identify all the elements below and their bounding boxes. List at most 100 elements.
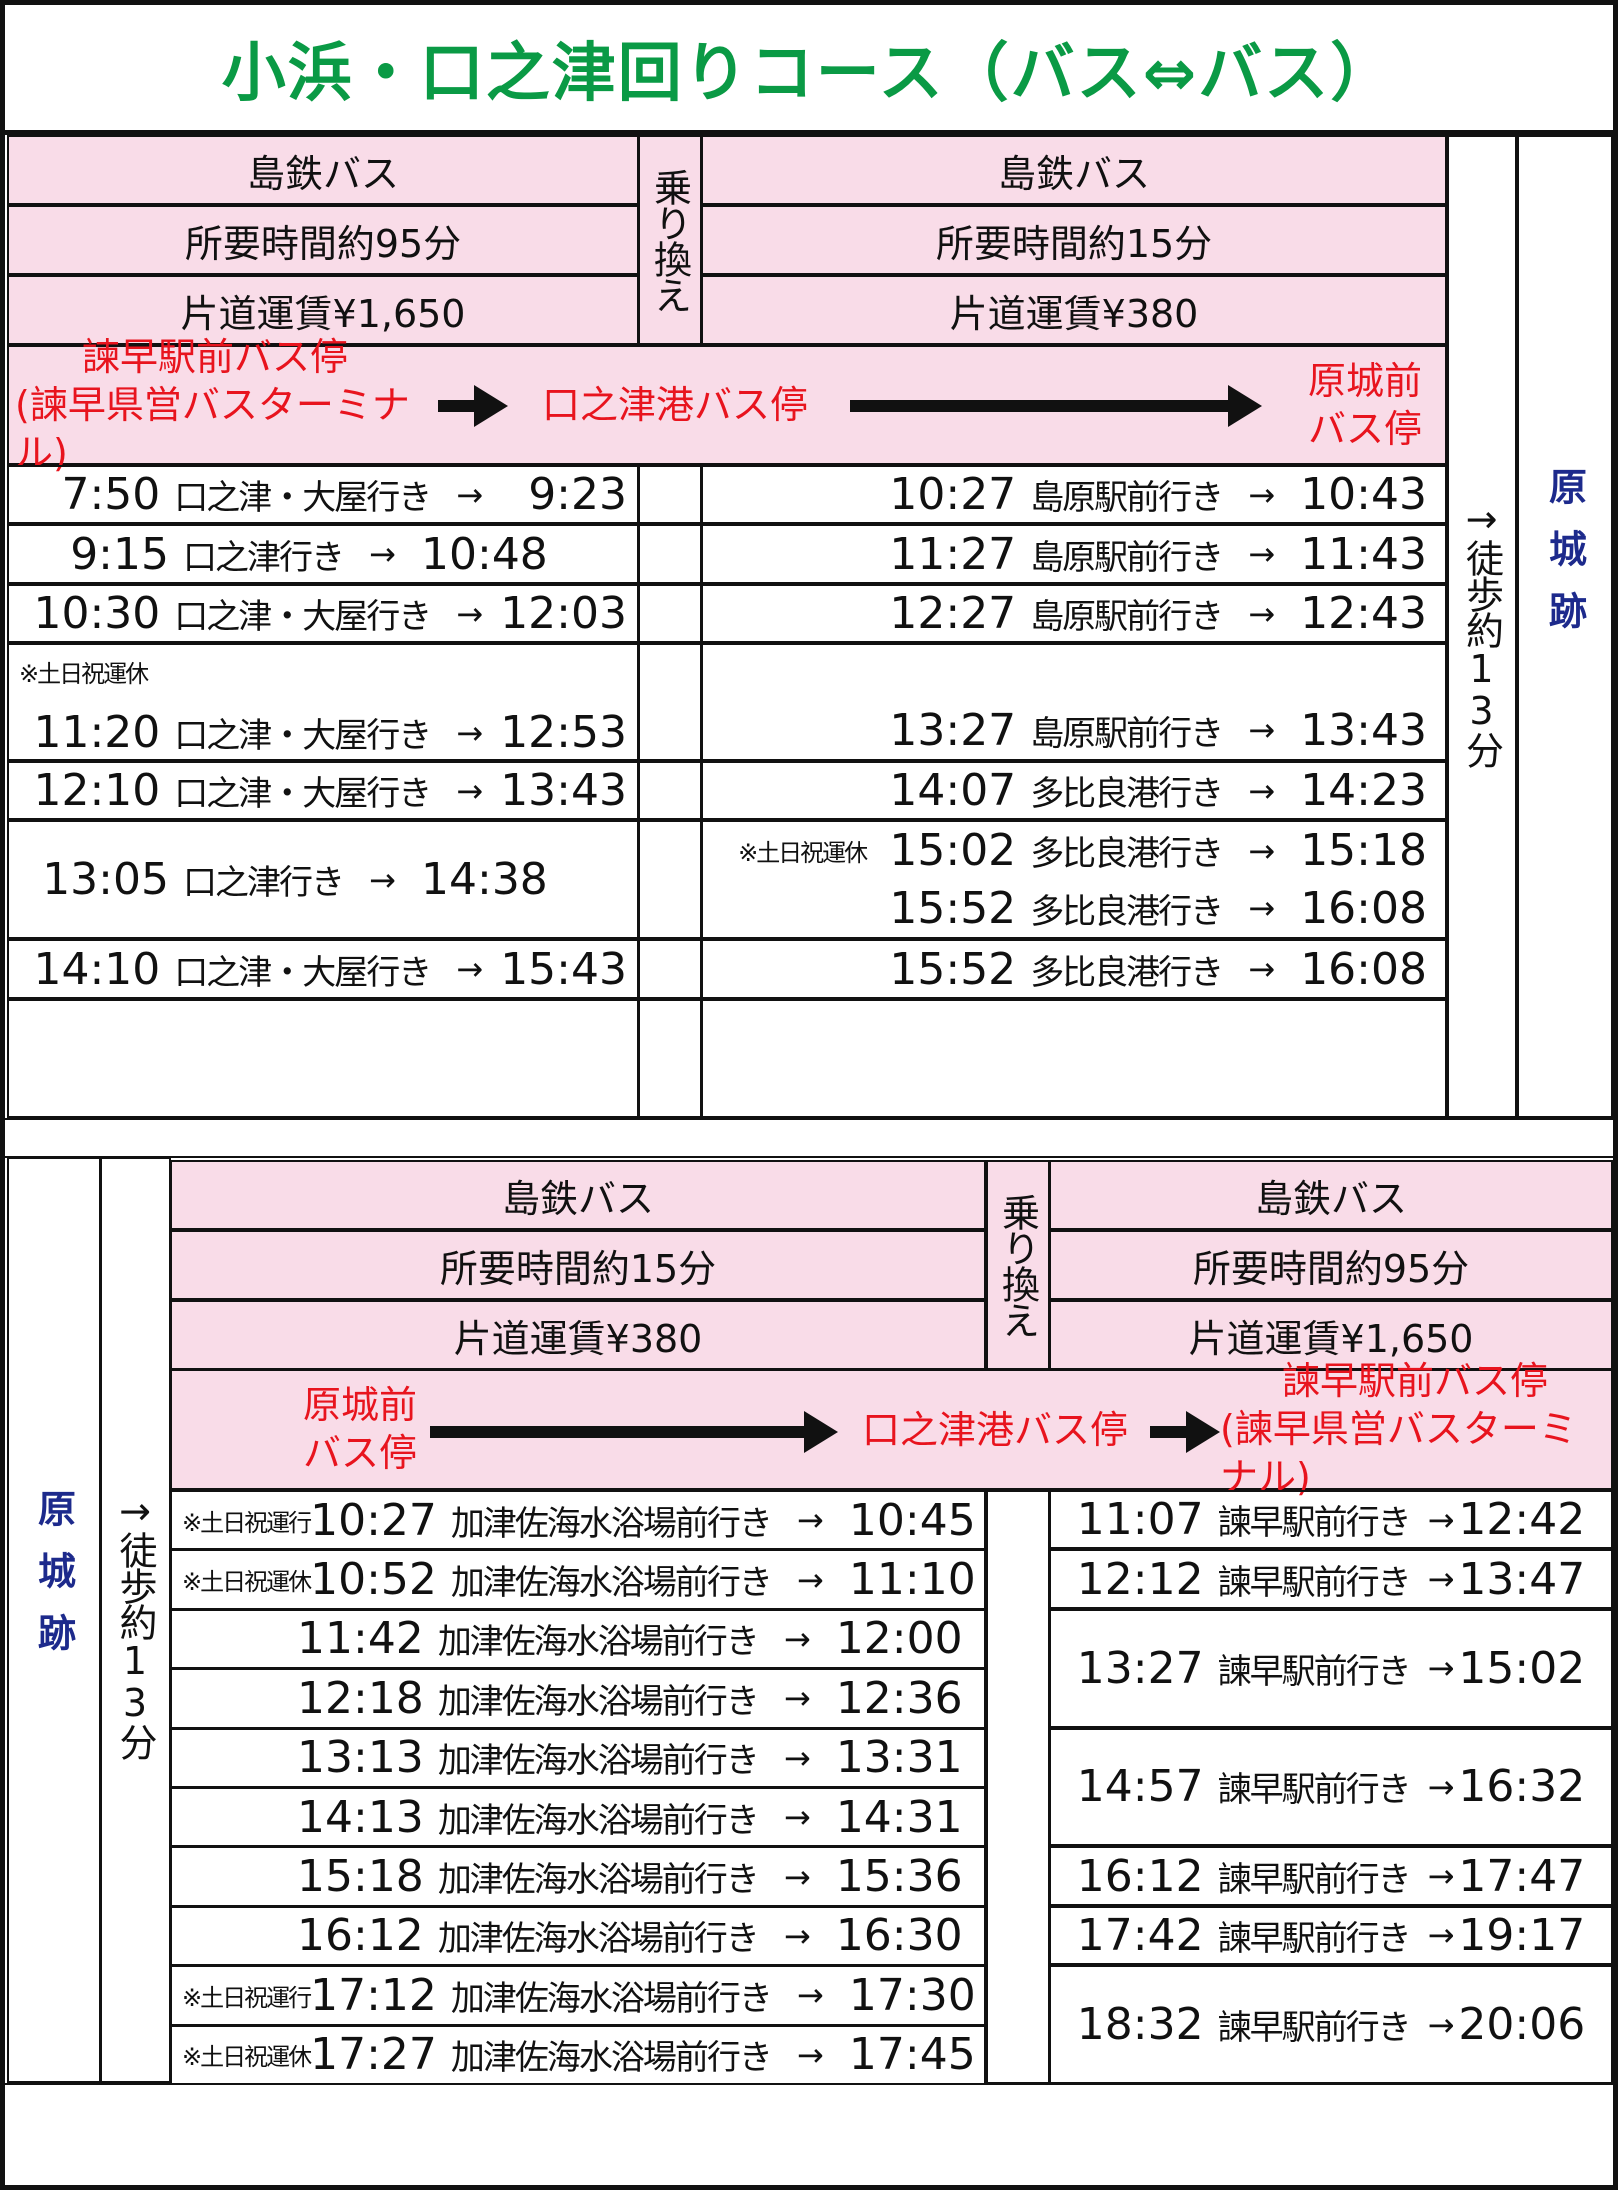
departure-time: 12:18 [297, 1672, 424, 1724]
timetable-row: ※土日祝運休 10:52 加津佐海水浴場前行き → 11:10 [182, 1554, 976, 1605]
destination-label: 加津佐海水浴場前行き [450, 1563, 773, 1604]
destination-label: 口之津・大屋行き [174, 952, 432, 993]
arrow-icon: → [456, 713, 484, 752]
service-note: ※土日祝運休 [738, 839, 868, 868]
timetable-row: 10:27 島原駅前行き → 10:43 [721, 467, 1427, 522]
timetable-row: 7:50 口之津・大屋行き → 9:23 [19, 467, 627, 522]
arrow-2-shaft [850, 400, 1232, 412]
left-cell: 14:10 口之津・大屋行き → 15:43 [7, 939, 639, 999]
departure-time: 14:13 [297, 1791, 424, 1843]
origin-stop: 諫早駅前バス停 (諫早県営バスターミナル) [15, 335, 415, 475]
arrival-time: 15:36 [835, 1851, 963, 1903]
transfer-cell [638, 999, 702, 1118]
arrow-2-shaft [1150, 1426, 1190, 1438]
header-left-2: 片道運賃¥380 [170, 1300, 986, 1370]
header-left-1: 所要時間約95分 [7, 205, 639, 275]
departure-time: 15:52 [889, 882, 1017, 934]
arrow-icon: → [783, 1619, 811, 1658]
transfer-text: 乗り換え [995, 1193, 1040, 1337]
arrow-icon: → [1248, 535, 1275, 573]
departure-time: 10:27 [889, 469, 1017, 520]
origin-name: 諫早駅前バス停 [81, 335, 348, 379]
destination-label: 諫早駅前行き [1217, 2008, 1412, 2049]
departure-time: 14:07 [889, 765, 1017, 816]
destination-label: 口之津行き [183, 863, 345, 903]
timetable-row: 12:18 加津佐海水浴場前行き → 12:36 [182, 1673, 963, 1724]
departure-time: 11:42 [297, 1613, 424, 1665]
transfer-cell [638, 820, 702, 939]
arrival-time: 12:03 [500, 588, 627, 639]
header-right-0: 島鉄バス [701, 135, 1447, 205]
right-cell: 15:52 多比良港行き → 16:08 [701, 939, 1447, 999]
transfer-cell [638, 643, 702, 761]
stop-sub: バス停 [302, 1431, 417, 1475]
arrival-time: 15:43 [500, 943, 627, 995]
timetable-row: 16:12 加津佐海水浴場前行き → 16:30 [182, 1910, 963, 1961]
left-cell: 7:50 口之津・大屋行き → 9:23 [7, 465, 639, 524]
arrow-2-head [1186, 1411, 1220, 1453]
departure-time: 12:10 [33, 765, 161, 816]
destination-label: 諫早駅前行き [1217, 1562, 1412, 1603]
destination-label: 諫早駅前行き [1217, 1503, 1412, 1544]
left-cell: ※土日祝運行 17:12 加津佐海水浴場前行き → 17:30 [170, 1965, 986, 2026]
departure-time: 13:27 [889, 704, 1017, 756]
transfer-cell [638, 524, 702, 584]
destination-label: 諫早駅前行き [1217, 1770, 1412, 1811]
timetable-row: ※土日祝運休 17:27 加津佐海水浴場前行き → 17:45 [182, 2029, 976, 2080]
arrow-icon: → [1427, 1560, 1455, 1599]
destination-label: 加津佐海水浴場前行き [450, 1503, 773, 1544]
note-row: ※土日祝運休 [19, 645, 627, 698]
origin-sub: (諫早県営バスターミナル) [15, 383, 410, 475]
destination-label: 島原駅前行き [1030, 713, 1224, 754]
destination-label: 諫早駅前行き [1217, 1918, 1412, 1959]
left-cell: 11:42 加津佐海水浴場前行き → 12:00 [170, 1608, 986, 1670]
transfer-cell [638, 465, 702, 524]
arrival-time: 10:43 [1300, 469, 1427, 520]
timetable-row: ※土日祝運行 17:12 加津佐海水浴場前行き → 17:30 [182, 1970, 976, 2021]
right-cell: 12:12 諫早駅前行き → 13:47 [1049, 1549, 1613, 1609]
departure-time: 12:12 [1076, 1553, 1204, 1605]
departure-time: 10:27 [310, 1494, 437, 1546]
arrow-icon: → [1427, 2005, 1455, 2044]
destination-label: 口之津・大屋行き [174, 716, 432, 756]
transfer-cell [986, 1490, 1050, 2084]
departure-time: 17:42 [1076, 1909, 1204, 1961]
timetable-row: 11:07 諫早駅前行き → 12:42 [1077, 1494, 1585, 1545]
arrival-time: 13:43 [500, 765, 627, 816]
arrival-time: 17:47 [1458, 1850, 1586, 1902]
timetable-row: 9:15 口之津行き → 10:48 [19, 526, 627, 582]
arrival-time: 16:08 [1300, 882, 1427, 934]
departure-time: 15:52 [889, 943, 1017, 995]
arrival-time: 9:23 [528, 469, 627, 520]
timetable-row: ※土日祝運休 15:02 多比良港行き → 15:18 [721, 822, 1427, 880]
arrow-1-shaft [438, 400, 478, 412]
timetable-row: 15:18 加津佐海水浴場前行き → 15:36 [182, 1851, 963, 1902]
left-cell: 12:18 加津佐海水浴場前行き → 12:36 [170, 1668, 986, 1729]
departure-time: 9:15 [70, 528, 169, 580]
timetable-row: ※土日祝運行 10:27 加津佐海水浴場前行き → 10:45 [182, 1495, 976, 1546]
timetable-row: 11:27 島原駅前行き → 11:43 [721, 526, 1427, 582]
timetable-row: 12:27 島原駅前行き → 12:43 [721, 586, 1427, 641]
footer-blank [0, 2083, 1618, 2190]
destination-label: 加津佐海水浴場前行き [450, 2038, 773, 2079]
arrival-time: 19:17 [1458, 1909, 1586, 1961]
course-title: 小浜・口之津回りコース（バス⇔バス） [0, 0, 1618, 135]
arrow-icon: → [1248, 950, 1275, 988]
arrival-time: 13:47 [1458, 1553, 1586, 1605]
stop-name: 原城前 [302, 1383, 417, 1427]
left-cell: ※土日祝運休 11:20 口之津・大屋行き → 12:53 [7, 643, 639, 761]
arrow-icon: → [796, 1501, 824, 1540]
arrow-icon: → [456, 594, 484, 633]
timetable-row: 14:13 加津佐海水浴場前行き → 14:31 [182, 1792, 963, 1843]
right-cell: 11:27 島原駅前行き → 11:43 [701, 524, 1447, 584]
arrow-1-head [804, 1411, 838, 1453]
walk-text: →徒歩約13分 [113, 1489, 157, 1759]
walk-text: →徒歩約13分 [1459, 497, 1504, 767]
right-cell: 17:42 諫早駅前行き → 19:17 [1049, 1905, 1613, 1966]
arrival-time: 10:45 [848, 1494, 976, 1546]
arrow-icon: → [1248, 711, 1275, 749]
right-cell: 10:27 島原駅前行き → 10:43 [701, 465, 1447, 524]
timetable-row: 12:12 諫早駅前行き → 13:47 [1077, 1554, 1585, 1605]
arrow-icon: → [783, 1916, 811, 1955]
timetable-row: 14:57 諫早駅前行き → 16:32 [1077, 1761, 1585, 1812]
